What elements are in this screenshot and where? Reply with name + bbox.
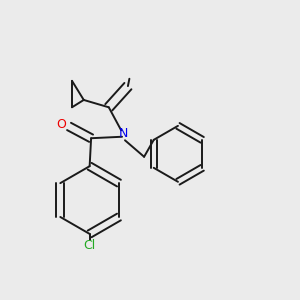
Text: N: N [118,127,128,140]
Text: O: O [56,118,66,130]
Text: Cl: Cl [83,238,96,252]
